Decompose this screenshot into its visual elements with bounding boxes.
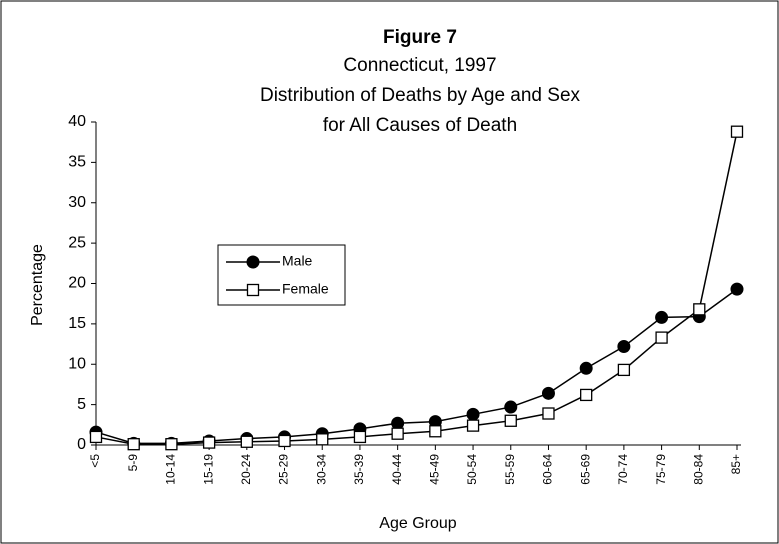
marker xyxy=(579,361,593,375)
x-tick-label: 20-24 xyxy=(239,454,253,485)
x-tick-label: 40-44 xyxy=(390,454,404,485)
x-tick-label: 75-79 xyxy=(654,454,668,485)
marker xyxy=(580,388,593,402)
x-tick-label: 70-74 xyxy=(616,454,630,485)
legend-label: Female xyxy=(282,281,329,297)
chart-subtitle: Connecticut, 1997 xyxy=(343,55,496,76)
marker xyxy=(693,303,706,316)
chart-title: Figure 7 xyxy=(383,27,457,48)
marker xyxy=(617,339,631,353)
marker xyxy=(655,331,668,344)
x-tick-label: 65-69 xyxy=(578,454,592,485)
marker xyxy=(202,436,216,449)
marker xyxy=(240,435,253,448)
x-tick-label: 15-19 xyxy=(201,454,215,485)
marker xyxy=(391,416,405,430)
y-tick-label: 0 xyxy=(77,436,86,453)
x-tick-label: 35-39 xyxy=(352,454,366,485)
marker xyxy=(127,438,140,451)
x-tick-label: 60-64 xyxy=(541,454,555,485)
y-tick-label: 5 xyxy=(77,396,86,413)
y-tick-label: 20 xyxy=(68,275,86,292)
marker xyxy=(353,430,367,444)
x-tick-label: 25-29 xyxy=(277,454,291,485)
marker xyxy=(730,125,744,138)
marker xyxy=(246,283,260,297)
x-tick-label: <5 xyxy=(88,454,102,468)
y-tick-label: 15 xyxy=(68,315,86,332)
marker xyxy=(429,425,442,438)
marker xyxy=(466,407,480,421)
marker xyxy=(89,430,103,444)
y-tick-label: 25 xyxy=(68,234,86,251)
x-tick-label: 45-49 xyxy=(428,454,442,485)
series-line xyxy=(95,131,738,445)
x-axis-title: Age Group xyxy=(379,515,456,532)
x-tick-label: 80-84 xyxy=(691,454,705,485)
marker xyxy=(655,310,669,324)
marker xyxy=(541,386,555,400)
legend: Male Female xyxy=(217,244,346,306)
marker xyxy=(278,434,291,448)
marker xyxy=(246,255,260,269)
chart-subtitle: Distribution of Deaths by Age and Sex xyxy=(260,85,581,106)
marker xyxy=(504,400,518,414)
marker xyxy=(391,427,404,440)
y-tick-label: 10 xyxy=(68,355,86,372)
y-tick-label: 40 xyxy=(68,113,86,130)
y-axis-title: Percentage xyxy=(29,244,46,326)
x-tick-label: 55-59 xyxy=(503,454,517,485)
y-tick-label: 30 xyxy=(68,194,86,211)
x-tick-label: 10-14 xyxy=(164,454,178,485)
marker xyxy=(165,438,178,451)
marker xyxy=(316,433,329,446)
x-tick-label: 5-9 xyxy=(126,454,140,472)
x-tick-label: 50-54 xyxy=(465,454,479,485)
marker xyxy=(730,282,744,296)
x-tick-label: 85+ xyxy=(729,454,743,474)
marker xyxy=(466,419,480,432)
marker xyxy=(504,414,517,427)
x-tick-label: 30-34 xyxy=(314,454,328,485)
chart-subtitle: for All Causes of Death xyxy=(323,115,517,136)
y-tick-label: 35 xyxy=(68,154,86,171)
marker xyxy=(542,407,555,420)
marker xyxy=(617,363,631,377)
legend-label: Male xyxy=(282,253,313,269)
legend-box xyxy=(217,244,346,306)
